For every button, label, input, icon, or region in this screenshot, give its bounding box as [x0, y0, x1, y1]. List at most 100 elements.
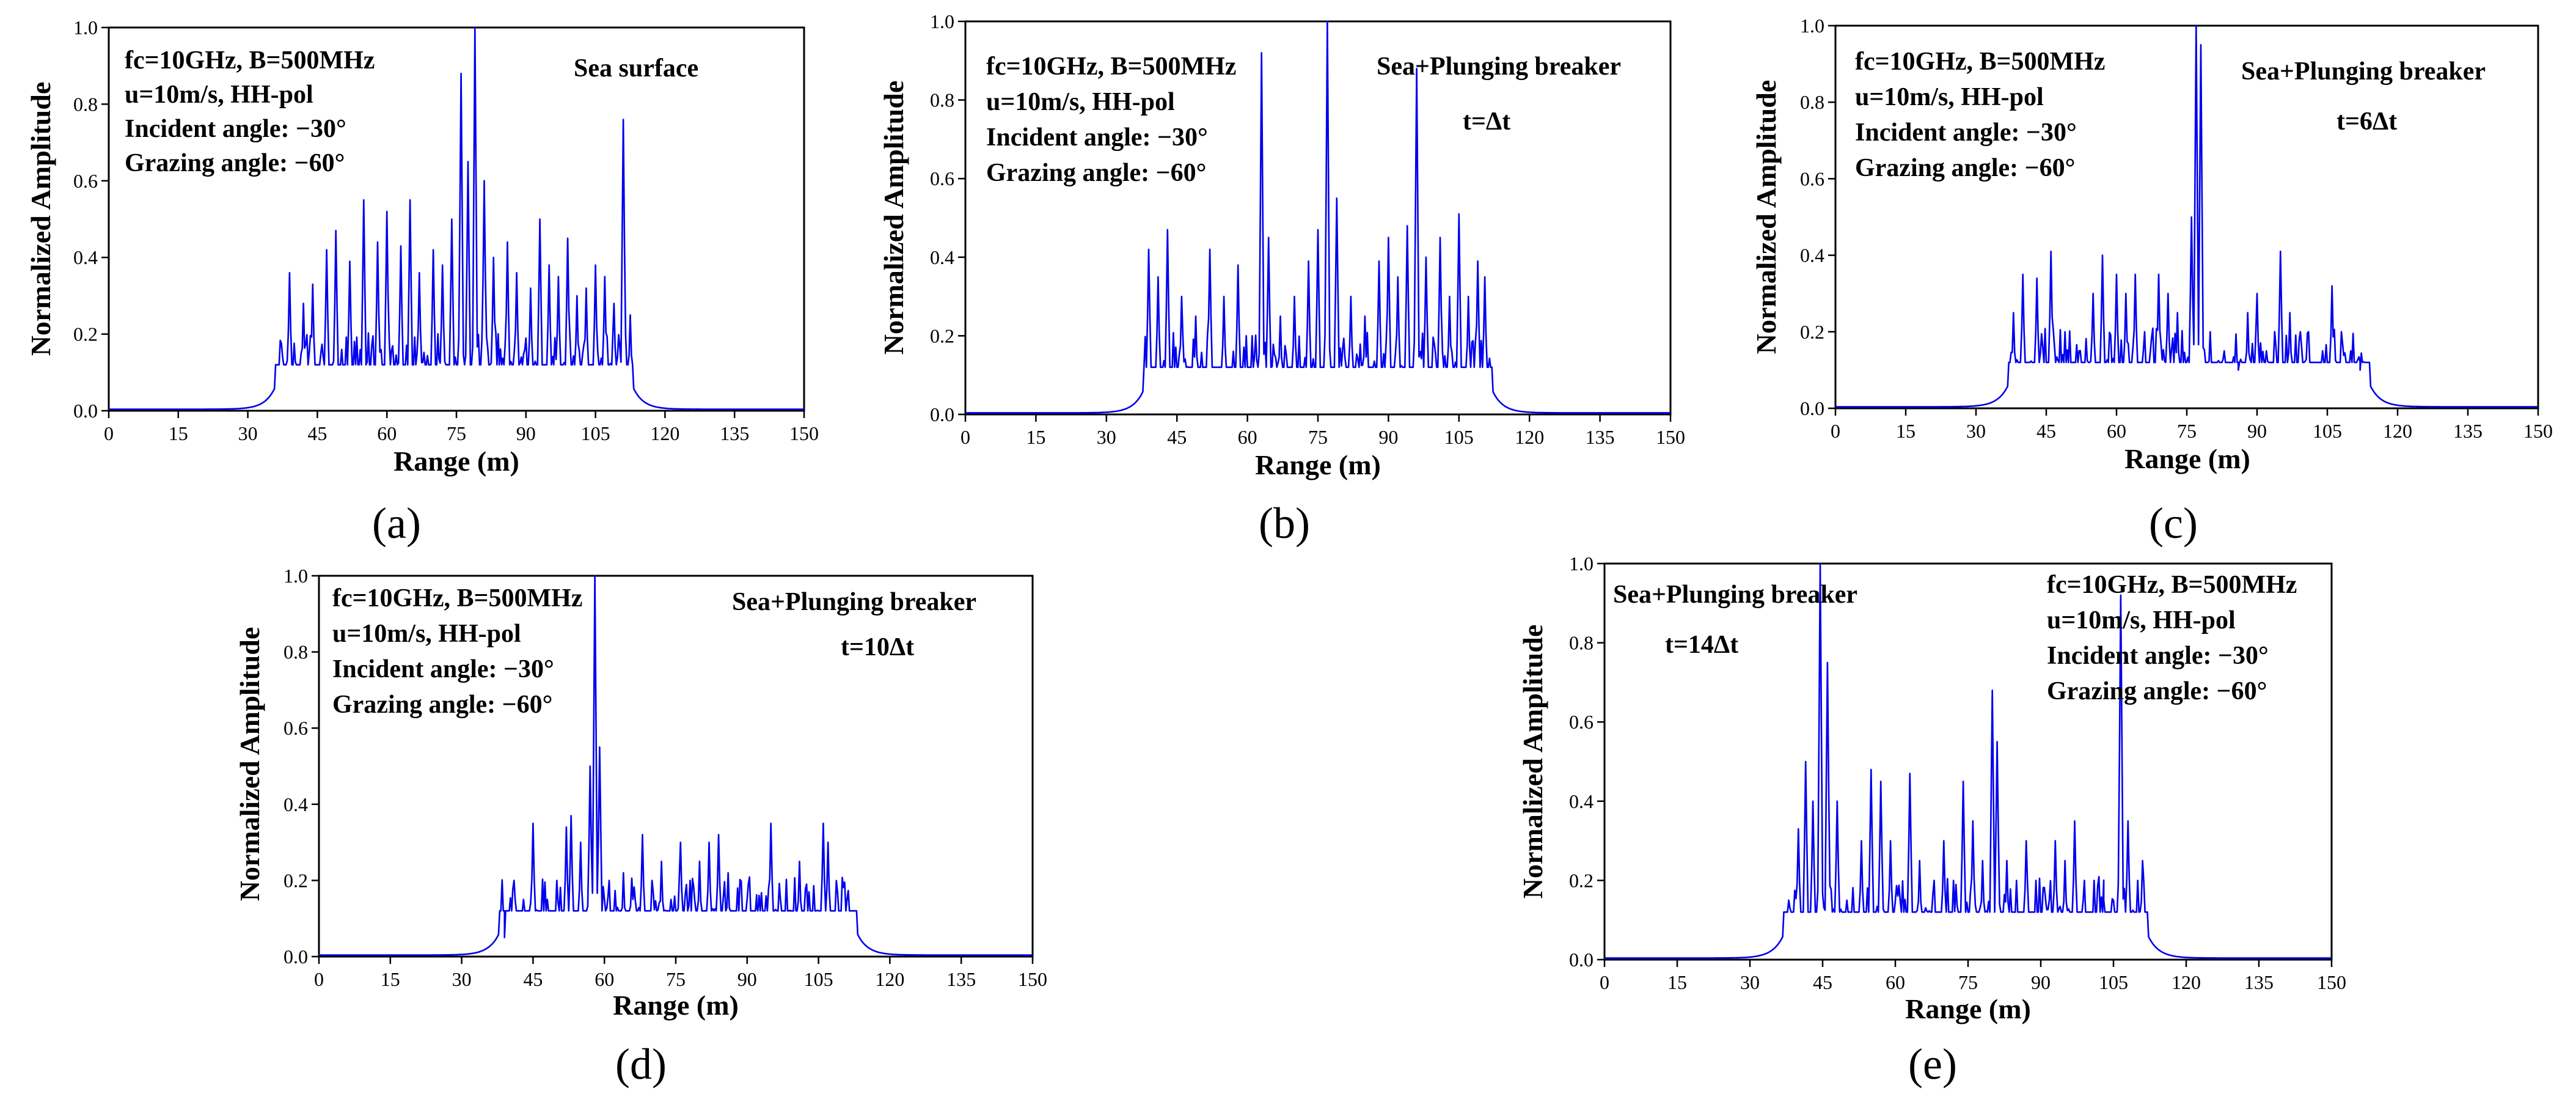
x-tick-label: 0	[104, 422, 114, 444]
x-tick-label: 150	[789, 422, 819, 444]
y-axis-label: Normalized Amplitude	[25, 82, 56, 356]
x-tick-label: 0	[961, 426, 970, 448]
x-tick-label: 45	[307, 422, 327, 444]
grazing-angle-text: Grazing angle: −60°	[332, 691, 552, 719]
panel-b: 0.0 0.2 0.4 0.6 0.8 1.0 0 15 30 45 60 75 90 105 120 13…	[878, 10, 1685, 548]
y-tick-label: 0.6	[284, 717, 308, 739]
y-axis-label: Normalized Amplitude	[1751, 80, 1782, 354]
y-tick-label: 1.0	[73, 17, 98, 39]
frequency-bandwidth-text: fc=10GHz, B=500MHz	[1855, 48, 2105, 76]
time-label: t=10Δt	[841, 633, 914, 661]
y-tick-label: 0.0	[930, 403, 954, 425]
wind-polarization-text: u=10m/s, HH-pol	[1855, 83, 2044, 111]
frequency-bandwidth-text: fc=10GHz, B=500MHz	[332, 584, 582, 612]
x-tick-label: 135	[2244, 971, 2274, 993]
x-tick-label: 30	[1966, 420, 1986, 442]
x-tick-label: 30	[452, 968, 472, 990]
x-tick-label: 105	[2099, 971, 2128, 993]
x-tick-label: 150	[2523, 420, 2553, 442]
x-tick-label: 135	[1586, 426, 1615, 448]
y-tick-labels: 0.0 0.2 0.4 0.6 0.8 1.0	[284, 565, 308, 968]
x-tick-label: 90	[1378, 426, 1398, 448]
x-tick-label: 75	[447, 422, 466, 444]
y-tick-label: 0.0	[1569, 949, 1594, 971]
y-tick-label: 0.4	[930, 246, 954, 268]
scene-title: Sea+Plunging breaker	[732, 588, 976, 616]
y-tick-labels: 0.0 0.2 0.4 0.6 0.8 1.0	[930, 10, 954, 425]
y-tick-label: 0.6	[930, 167, 954, 189]
y-tick-label: 0.2	[284, 869, 308, 891]
y-tick-label: 0.0	[284, 946, 308, 968]
y-tick-label: 0.6	[73, 170, 98, 192]
time-label: t=14Δt	[1665, 631, 1738, 659]
panel-label: (e)	[1908, 1040, 1957, 1089]
x-tick-labels: 0 15 30 45 60 75 90 105 120 135 150	[1831, 420, 2553, 442]
x-tick-label: 105	[1444, 426, 1474, 448]
x-tick-label: 150	[2317, 971, 2346, 993]
y-tick-labels: 0.0 0.2 0.4 0.6 0.8 1.0	[73, 17, 98, 422]
y-tick-label: 1.0	[1569, 553, 1594, 575]
incident-angle-text: Incident angle: −30°	[332, 655, 554, 683]
x-tick-label: 60	[1238, 426, 1257, 448]
x-tick-label: 15	[1896, 420, 1916, 442]
tick-marks	[101, 26, 805, 418]
x-tick-label: 15	[1026, 426, 1045, 448]
x-tick-label: 120	[650, 422, 679, 444]
grazing-angle-text: Grazing angle: −60°	[1855, 154, 2075, 182]
x-tick-label: 105	[581, 422, 610, 444]
y-tick-label: 1.0	[284, 565, 308, 587]
x-tick-label: 60	[1886, 971, 1905, 993]
frequency-bandwidth-text: fc=10GHz, B=500MHz	[2047, 571, 2297, 599]
y-tick-label: 0.2	[73, 323, 98, 345]
x-tick-label: 105	[2313, 420, 2342, 442]
x-tick-label: 120	[2383, 420, 2412, 442]
x-axis-label: Range (m)	[1255, 449, 1381, 480]
tick-marks	[1597, 562, 2333, 967]
time-label: t=Δt	[1463, 108, 1510, 136]
x-tick-label: 15	[1667, 971, 1687, 993]
x-tick-label: 45	[523, 968, 543, 990]
panel-label: (d)	[615, 1040, 667, 1089]
x-tick-label: 105	[804, 968, 833, 990]
panel-c: 0.0 0.2 0.4 0.6 0.8 1.0 0 15 30 45 60 75 90 105 120 13…	[1751, 15, 2553, 548]
x-tick-label: 0	[1831, 420, 1840, 442]
y-tick-label: 0.4	[1569, 790, 1594, 812]
series-layer	[109, 26, 804, 410]
y-tick-label: 0.8	[284, 641, 308, 663]
scene-title: Sea+Plunging breaker	[1613, 581, 1857, 609]
x-tick-label: 150	[1018, 968, 1047, 990]
x-tick-label: 0	[1600, 971, 1609, 993]
panel-label: (a)	[372, 499, 421, 548]
x-tick-label: 120	[1515, 426, 1544, 448]
amplitude-series-line	[1605, 562, 2332, 959]
panel-d: 0.0 0.2 0.4 0.6 0.8 1.0 0 15 30 45 60 75 90 105 120 13…	[234, 565, 1047, 1089]
tick-marks	[958, 20, 1672, 422]
parameter-annotation: fc=10GHz, B=500MHz u=10m/s, HH-pol Incid…	[1855, 48, 2105, 182]
x-axis-label: Range (m)	[1905, 993, 2031, 1024]
grazing-angle-text: Grazing angle: −60°	[2047, 677, 2267, 705]
x-tick-label: 60	[2107, 420, 2126, 442]
x-tick-label: 15	[169, 422, 188, 444]
scene-title: Sea+Plunging breaker	[2241, 57, 2486, 86]
series-layer	[1605, 562, 2332, 959]
wind-polarization-text: u=10m/s, HH-pol	[2047, 606, 2236, 634]
x-tick-label: 30	[1097, 426, 1116, 448]
y-tick-label: 0.6	[1800, 167, 1824, 189]
y-tick-label: 0.8	[73, 93, 98, 115]
parameter-annotation: fc=10GHz, B=500MHz u=10m/s, HH-pol Incid…	[2047, 571, 2297, 705]
y-tick-label: 0.2	[930, 325, 954, 347]
tick-marks	[312, 575, 1034, 964]
y-tick-label: 0.2	[1569, 869, 1594, 891]
x-tick-label: 120	[2172, 971, 2201, 993]
y-axis-label: Normalized Amplitude	[878, 81, 909, 355]
parameter-annotation: fc=10GHz, B=500MHz u=10m/s, HH-pol Incid…	[125, 46, 375, 177]
x-tick-label: 30	[1740, 971, 1760, 993]
y-tick-label: 0.0	[1800, 397, 1824, 419]
x-tick-label: 75	[666, 968, 686, 990]
y-tick-label: 1.0	[1800, 15, 1824, 37]
x-tick-label: 60	[377, 422, 397, 444]
frequency-bandwidth-text: fc=10GHz, B=500MHz	[986, 53, 1236, 81]
y-tick-label: 0.8	[1569, 632, 1594, 654]
y-tick-label: 0.4	[1800, 244, 1824, 266]
